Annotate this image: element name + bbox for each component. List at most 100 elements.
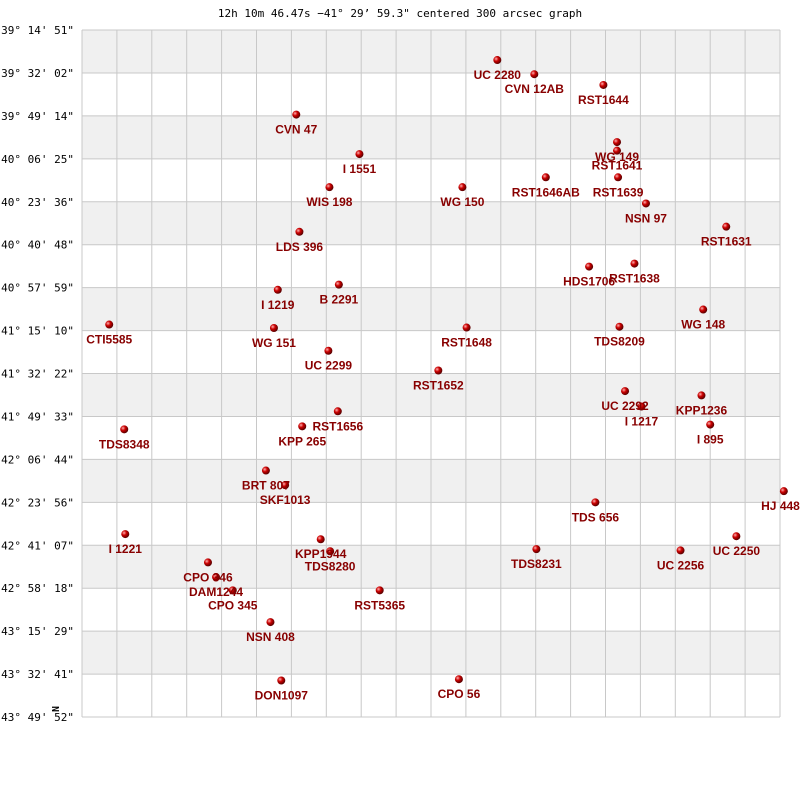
star-point	[269, 323, 278, 332]
y-tick-label: -41° 15' 10"	[0, 325, 74, 338]
star-point	[334, 280, 343, 289]
star-point	[292, 110, 301, 119]
star-point	[277, 676, 286, 685]
star-label: CPO 346	[183, 570, 233, 584]
y-tick-label: -43° 49' 52"	[0, 711, 74, 724]
star-point	[434, 366, 443, 375]
star-point	[614, 173, 623, 182]
star-point	[641, 199, 650, 208]
star-point	[298, 422, 307, 431]
chart-title: 12h 10m 46.47s −41° 29’ 59.3" centered 3…	[218, 7, 582, 20]
star-label: I 1217	[625, 415, 659, 429]
star-point	[326, 547, 335, 556]
y-tick-label: -40° 23' 36"	[0, 196, 74, 209]
star-point	[120, 425, 129, 434]
star-label: TDS8348	[99, 437, 150, 451]
star-label: RST5365	[354, 598, 405, 612]
star-point	[630, 259, 639, 268]
star-label: UC 2299	[305, 359, 353, 373]
star-point	[530, 70, 539, 79]
star-label: RST1639	[593, 185, 644, 199]
star-point	[462, 323, 471, 332]
star-label: DAM1244	[189, 585, 243, 599]
star-label: RST1644	[578, 93, 629, 107]
star-point	[585, 262, 594, 271]
star-point	[333, 407, 342, 416]
star-point	[779, 487, 788, 496]
star-point	[637, 402, 646, 411]
stars	[105, 56, 788, 685]
star-label: I 1551	[343, 162, 377, 176]
star-point	[355, 150, 364, 159]
star-label: UC 2280	[474, 68, 522, 82]
y-tick-label: -42° 58' 18"	[0, 582, 74, 595]
star-point	[105, 320, 114, 329]
star-point	[676, 546, 685, 555]
star-label: WG 149	[595, 150, 639, 164]
star-label: RST1646AB	[512, 185, 580, 199]
star-point	[697, 391, 706, 400]
y-tick-label: -40° 40' 48"	[0, 239, 74, 252]
star-label: WIS 198	[306, 195, 352, 209]
star-point	[458, 183, 467, 192]
star-point	[615, 322, 624, 331]
star-label: RST1631	[701, 235, 752, 249]
star-label: TDS8231	[511, 557, 562, 571]
star-point	[613, 138, 622, 147]
star-point	[493, 56, 502, 65]
star-label: WG 150	[440, 195, 484, 209]
star-label: KPP 265	[278, 434, 326, 448]
star-point	[722, 222, 731, 231]
y-tick-label: -43° 32' 41"	[0, 668, 74, 681]
star-label: RST1638	[609, 272, 660, 286]
star-label: LDS 396	[276, 240, 324, 254]
star-label: I 895	[697, 433, 724, 447]
star-point	[261, 466, 270, 475]
star-label: UC 2292	[601, 399, 649, 413]
star-point	[212, 573, 221, 582]
star-label: SKF1013	[260, 493, 311, 507]
axis-north-label: N	[51, 706, 62, 712]
y-tick-label: -43° 15' 29"	[0, 625, 74, 638]
star-point	[732, 532, 741, 541]
star-label: HDS1706	[563, 275, 615, 289]
star-point	[273, 285, 282, 294]
star-point	[706, 420, 715, 429]
star-label: CTI5585	[86, 333, 132, 347]
y-tick-label: -41° 49' 33"	[0, 410, 74, 423]
star-point	[599, 80, 608, 89]
star-label: KPP1236	[676, 403, 728, 417]
star-point	[295, 227, 304, 236]
star-label: RST1648	[441, 336, 492, 350]
star-label: TDS8209	[594, 335, 645, 349]
star-point	[613, 146, 622, 155]
star-label: NSN 408	[246, 630, 295, 644]
y-tick-label: -41° 32' 22"	[0, 368, 74, 381]
y-tick-label: -39° 49' 14"	[0, 110, 74, 123]
plot-grid	[81, 29, 781, 718]
y-tick-label: -42° 41' 07"	[0, 539, 74, 552]
star-label: UC 2256	[657, 558, 705, 572]
y-tick-label: -40° 06' 25"	[0, 153, 74, 166]
star-point	[324, 346, 333, 355]
star-label: I 1221	[109, 542, 143, 556]
star-point	[591, 498, 600, 507]
star-point	[121, 530, 130, 539]
star-label: CPO 345	[208, 598, 258, 612]
star-label: RST1641	[592, 159, 643, 173]
star-point	[228, 586, 237, 595]
star-label: KPP1944	[295, 547, 347, 561]
star-label: DON1097	[255, 689, 309, 703]
star-label: UC 2250	[713, 544, 761, 558]
star-point	[325, 183, 334, 192]
star-label: CVN 12AB	[505, 82, 565, 96]
star-label: RST1652	[413, 378, 464, 392]
star-point	[541, 173, 550, 182]
star-label: TDS8280	[305, 559, 356, 573]
star-point	[375, 586, 384, 595]
y-tick-label: -39° 32' 02"	[0, 67, 74, 80]
star-label: HJ 4485	[761, 499, 800, 513]
star-point	[316, 535, 325, 544]
